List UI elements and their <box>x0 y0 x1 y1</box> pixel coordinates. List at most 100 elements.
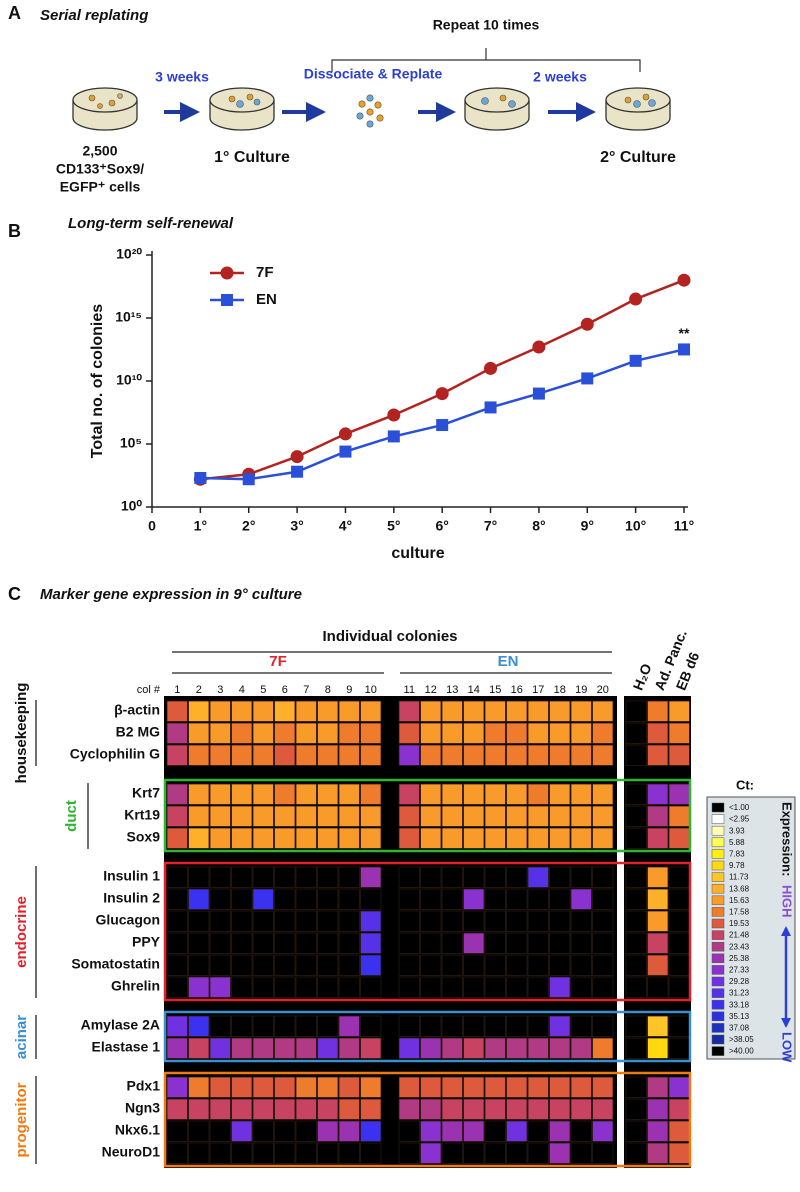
heatmap-cell <box>668 888 690 910</box>
heatmap-cell <box>647 866 669 888</box>
heatmap-cell <box>209 1076 231 1098</box>
group-label: acinar <box>13 1015 30 1059</box>
separator <box>617 696 624 1168</box>
heatmap-cell <box>317 1142 339 1164</box>
heatmap-cell <box>549 954 571 976</box>
heatmap-cell <box>484 805 506 827</box>
legend-level: 17.58 <box>729 908 750 917</box>
gene-label: β-actin <box>114 702 160 718</box>
legend-level: 21.48 <box>729 931 750 940</box>
heatmap-cell <box>360 866 382 888</box>
gene-label: Glucagon <box>95 912 160 928</box>
heatmap-cell <box>484 932 506 954</box>
heatmap-cell <box>317 744 339 766</box>
heatmap-cell <box>398 827 420 849</box>
start-cells: 2,500 <box>82 143 117 159</box>
heatmap-cell <box>441 700 463 722</box>
heatmap-cell <box>420 1037 442 1059</box>
heatmap-cell <box>647 954 669 976</box>
heatmap-cell <box>338 888 360 910</box>
heatmap-cell <box>527 1037 549 1059</box>
heatmap-cell <box>252 722 274 744</box>
heatmap-cell <box>463 932 485 954</box>
marker <box>436 419 449 432</box>
heatmap-cell <box>484 827 506 849</box>
heatmap-cell <box>549 1015 571 1037</box>
heatmap-cell <box>252 783 274 805</box>
heatmap-cell <box>317 827 339 849</box>
heatmap-cell <box>441 1037 463 1059</box>
heatmap-cell <box>668 827 690 849</box>
heatmap-cell <box>252 1120 274 1142</box>
heatmap-cell <box>231 932 253 954</box>
gene-label: Amylase 2A <box>81 1017 160 1033</box>
heatmap-cell <box>441 910 463 932</box>
heatmap-cell <box>231 866 253 888</box>
heatmap-cell <box>592 1076 614 1098</box>
heatmap-cell <box>441 827 463 849</box>
heatmap-cell <box>295 932 317 954</box>
gene-label: NeuroD1 <box>102 1144 161 1160</box>
heatmap-cell <box>231 1015 253 1037</box>
heatmap-cell <box>317 888 339 910</box>
marker <box>484 361 498 375</box>
x-tick-label: 1° <box>194 518 207 534</box>
legend-level: 13.68 <box>729 884 750 893</box>
marker <box>629 292 643 306</box>
group-box <box>163 1071 692 1168</box>
heatmap-cell <box>274 700 296 722</box>
heatmap-cell <box>209 1015 231 1037</box>
heatmap-cell <box>317 700 339 722</box>
group-label: duct <box>63 800 80 832</box>
heatmap-cell <box>570 976 592 998</box>
group-label: endocrine <box>13 896 30 968</box>
group-label: housekeeping <box>13 683 30 784</box>
heatmap-cell <box>398 888 420 910</box>
legend-label: EN <box>256 291 277 308</box>
x-tick-label: 10° <box>625 518 646 534</box>
series-line <box>200 279 685 481</box>
heatmap-cell <box>647 700 669 722</box>
panel-label: B <box>8 221 21 241</box>
heatmap-cell <box>441 722 463 744</box>
heatmap-cell <box>360 827 382 849</box>
heatmap-cell <box>625 744 647 766</box>
heatmap-cell <box>252 700 274 722</box>
heatmap-cell <box>274 976 296 998</box>
gene-label: Pdx1 <box>127 1078 161 1094</box>
heatmap-cell <box>209 1142 231 1164</box>
legend-swatch <box>711 930 725 940</box>
heatmap-cell <box>484 1076 506 1098</box>
marker <box>291 465 304 478</box>
heatmap-cell <box>338 783 360 805</box>
marker <box>629 354 642 367</box>
heatmap-cell <box>338 1120 360 1142</box>
heatmap-cell <box>592 805 614 827</box>
heatmap-cell <box>420 1142 442 1164</box>
heatmap-cell <box>527 744 549 766</box>
gene-label: Krt7 <box>132 785 160 801</box>
col-label: 18 <box>554 684 566 696</box>
heatmap-cell <box>317 722 339 744</box>
heatmap-cell <box>420 783 442 805</box>
panel-title: Marker gene expression in 9° culture <box>40 586 302 603</box>
heatmap-cell <box>317 1098 339 1120</box>
cells <box>88 93 656 128</box>
legend-swatch <box>711 941 725 952</box>
heatmap-cell <box>527 1142 549 1164</box>
heatmap-cell <box>360 1142 382 1164</box>
heatmap-cell <box>317 954 339 976</box>
heatmap-cell <box>484 744 506 766</box>
x-tick-label: 6° <box>435 518 448 534</box>
heatmap-cell <box>570 1015 592 1037</box>
heatmap-cell <box>209 744 231 766</box>
heatmap-cell <box>463 805 485 827</box>
heatmap-cell <box>231 805 253 827</box>
heatmap-cell <box>252 1015 274 1037</box>
heatmap-cell <box>549 1098 571 1120</box>
heatmap-cell <box>398 866 420 888</box>
gene-label: Somatostatin <box>71 956 160 972</box>
heatmap-cell <box>441 744 463 766</box>
heatmap-cell <box>274 805 296 827</box>
heatmap-cell <box>231 976 253 998</box>
